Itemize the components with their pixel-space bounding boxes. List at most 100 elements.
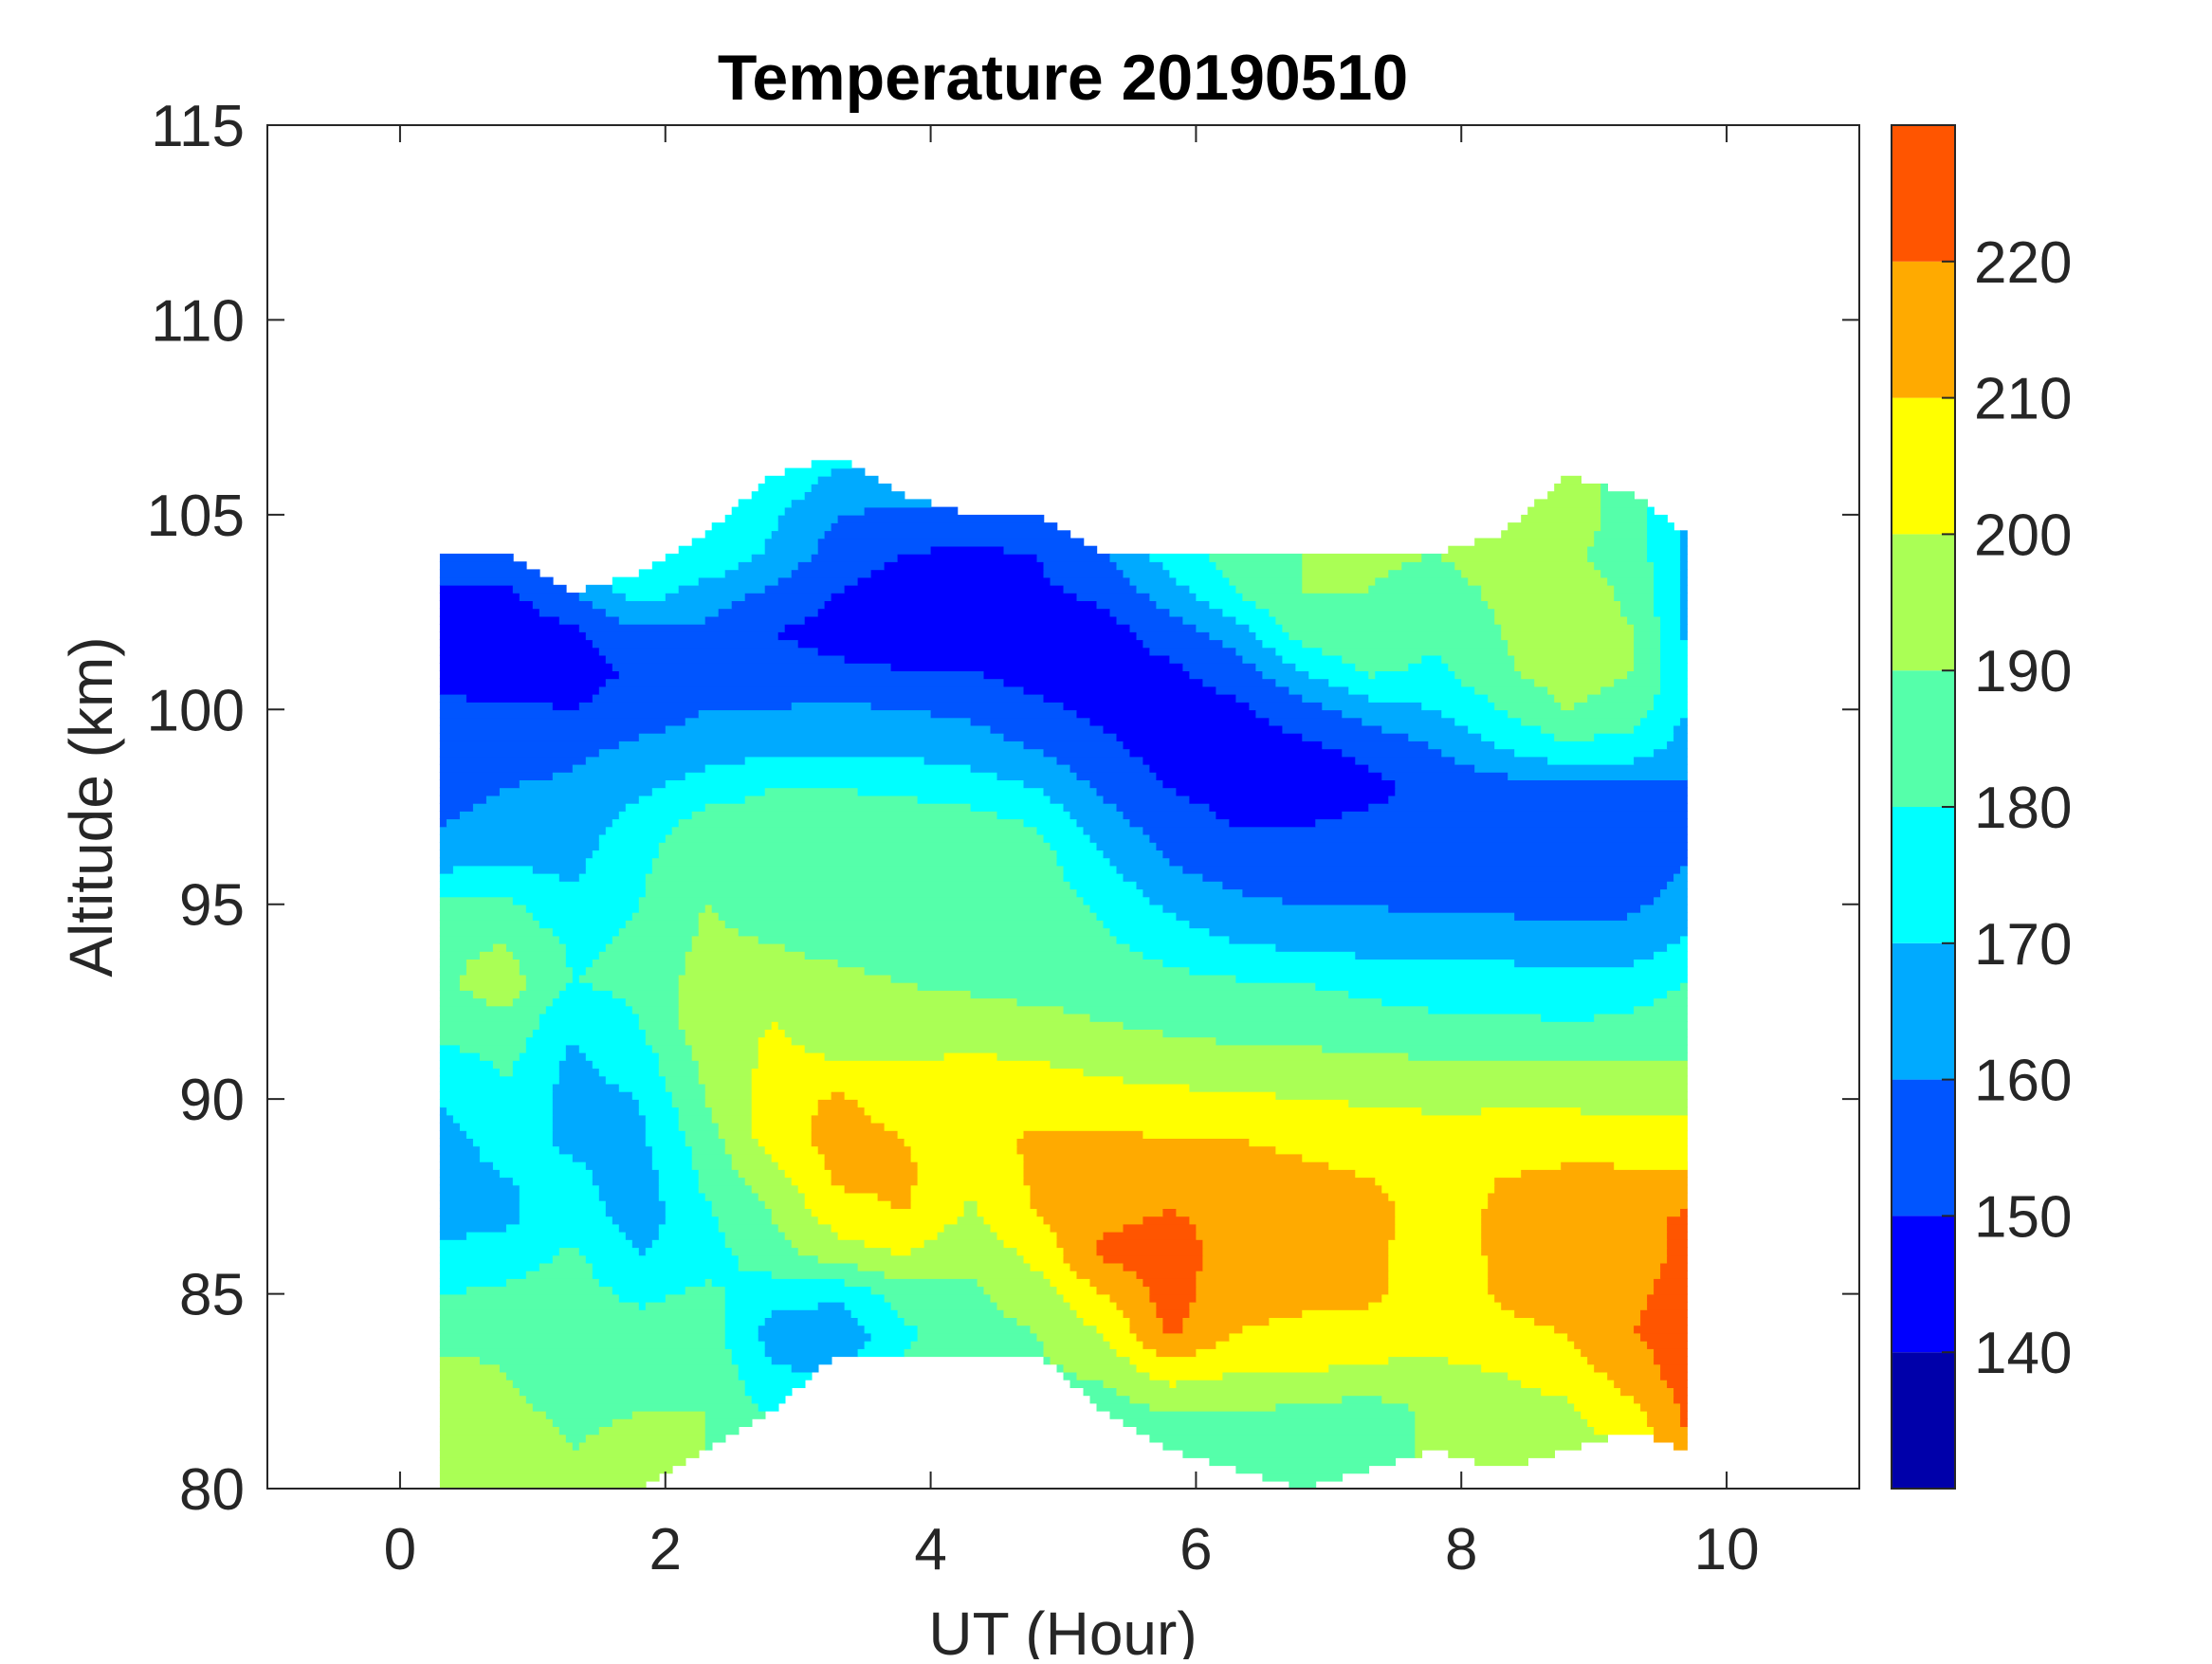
contour-cell — [804, 491, 905, 501]
contour-cell — [698, 1177, 746, 1186]
contour-cell — [638, 896, 1085, 905]
contour-cell — [718, 1223, 779, 1233]
contour-cell — [1003, 732, 1118, 741]
contour-cell — [612, 576, 700, 586]
contour-cell — [877, 1192, 912, 1201]
contour-cell — [525, 981, 567, 991]
contour-cell — [439, 1301, 640, 1310]
contour-cell — [585, 584, 613, 594]
contour-cell — [837, 514, 1045, 523]
contour-cell — [439, 1441, 574, 1451]
contour-cell — [1680, 600, 1688, 610]
contour-cell — [917, 1332, 1038, 1342]
contour-cell — [439, 1387, 521, 1397]
contour-cell — [1388, 1278, 1489, 1288]
contour-cell — [691, 942, 786, 952]
y-tick-label: 85 — [179, 1263, 245, 1328]
contour-cell — [1415, 1418, 1588, 1427]
contour-cell — [638, 1013, 680, 1022]
contour-cell — [605, 942, 693, 952]
contour-cell — [1667, 1239, 1688, 1249]
contour-cell — [1654, 608, 1681, 617]
contour-cell — [678, 1021, 773, 1030]
contour-cell — [519, 1387, 746, 1397]
contour-cell — [904, 1317, 1018, 1326]
contour-cell — [1189, 920, 1688, 929]
contour-cell — [1056, 1363, 1065, 1373]
contour-cell — [1448, 663, 1516, 671]
contour-cell — [1634, 1325, 1688, 1334]
contour-cell — [519, 990, 560, 999]
contour-cell — [1156, 1309, 1191, 1318]
contour-cell — [817, 475, 879, 485]
contour-cell — [864, 1325, 919, 1334]
contour-cell — [1680, 623, 1688, 632]
contour-cell — [1388, 1254, 1489, 1264]
contour-cell — [439, 693, 467, 703]
contour-cell — [598, 647, 819, 656]
colorbar-swatch — [1892, 1079, 1955, 1216]
contour-cell — [1235, 584, 1304, 594]
contour-cell — [459, 981, 527, 991]
contour-cell — [1069, 763, 1151, 773]
contour-cell — [651, 1044, 693, 1053]
contour-cell — [658, 1068, 700, 1077]
contour-cell — [565, 959, 594, 968]
contour-cell — [758, 1325, 866, 1334]
contour-cell — [1050, 1278, 1091, 1288]
contour-cell — [1202, 1239, 1390, 1249]
contour-cell — [751, 491, 806, 501]
contour-cell — [698, 920, 726, 929]
contour-cell — [439, 1169, 501, 1179]
contour-cell — [1501, 631, 1635, 641]
contour-cell — [1654, 1286, 1688, 1295]
contour-cell — [1143, 888, 1244, 898]
contour-cell — [1388, 569, 1463, 578]
contour-cell — [1143, 951, 1357, 960]
contour-cell — [996, 1231, 1058, 1240]
contour-cell — [1408, 1402, 1575, 1412]
contour-cell — [1103, 1380, 1171, 1388]
contour-cell — [638, 1099, 673, 1108]
contour-cell — [698, 927, 740, 937]
contour-cell — [439, 1293, 620, 1303]
contour-cell — [685, 966, 866, 976]
contour-cell — [1501, 1301, 1648, 1310]
contour-cell — [1375, 670, 1455, 680]
contour-cell — [1501, 530, 1595, 539]
contour-cell — [1654, 569, 1681, 578]
contour-cell — [1667, 990, 1688, 999]
contour-cell — [1368, 763, 1475, 773]
contour-cell — [777, 576, 859, 586]
contour-cell — [439, 1465, 673, 1474]
contour-cell — [1242, 593, 1482, 601]
contour-cell — [499, 1363, 740, 1373]
contour-cell — [764, 1348, 859, 1358]
contour-cell — [1222, 639, 1264, 649]
contour-cell — [1043, 787, 1098, 796]
contour-cell — [685, 959, 839, 968]
contour-cell — [1235, 647, 1277, 656]
contour-cell — [665, 1216, 720, 1225]
contour-cell — [1189, 584, 1237, 594]
contour-cell — [1488, 1270, 1661, 1279]
contour-cell — [704, 763, 972, 773]
contour-cell — [552, 1106, 640, 1116]
contour-cell — [1229, 818, 1317, 828]
contour-cell — [731, 600, 826, 610]
contour-cell — [1096, 842, 1158, 850]
contour-cell — [704, 1192, 759, 1201]
contour-cell — [910, 1184, 1032, 1194]
contour-cell — [811, 484, 892, 492]
contour-cell — [439, 888, 647, 898]
contour-cell — [1076, 1270, 1138, 1279]
contour-cell — [1109, 857, 1171, 867]
colorbar-swatch — [1892, 807, 1955, 943]
contour-cell — [578, 1247, 640, 1256]
contour-cell — [731, 1356, 773, 1365]
contour-cell — [724, 1286, 872, 1295]
contour-cell — [864, 506, 959, 516]
contour-cell — [1634, 639, 1661, 649]
contour-cell — [1096, 1325, 1131, 1334]
contour-cell — [1302, 1153, 1688, 1162]
